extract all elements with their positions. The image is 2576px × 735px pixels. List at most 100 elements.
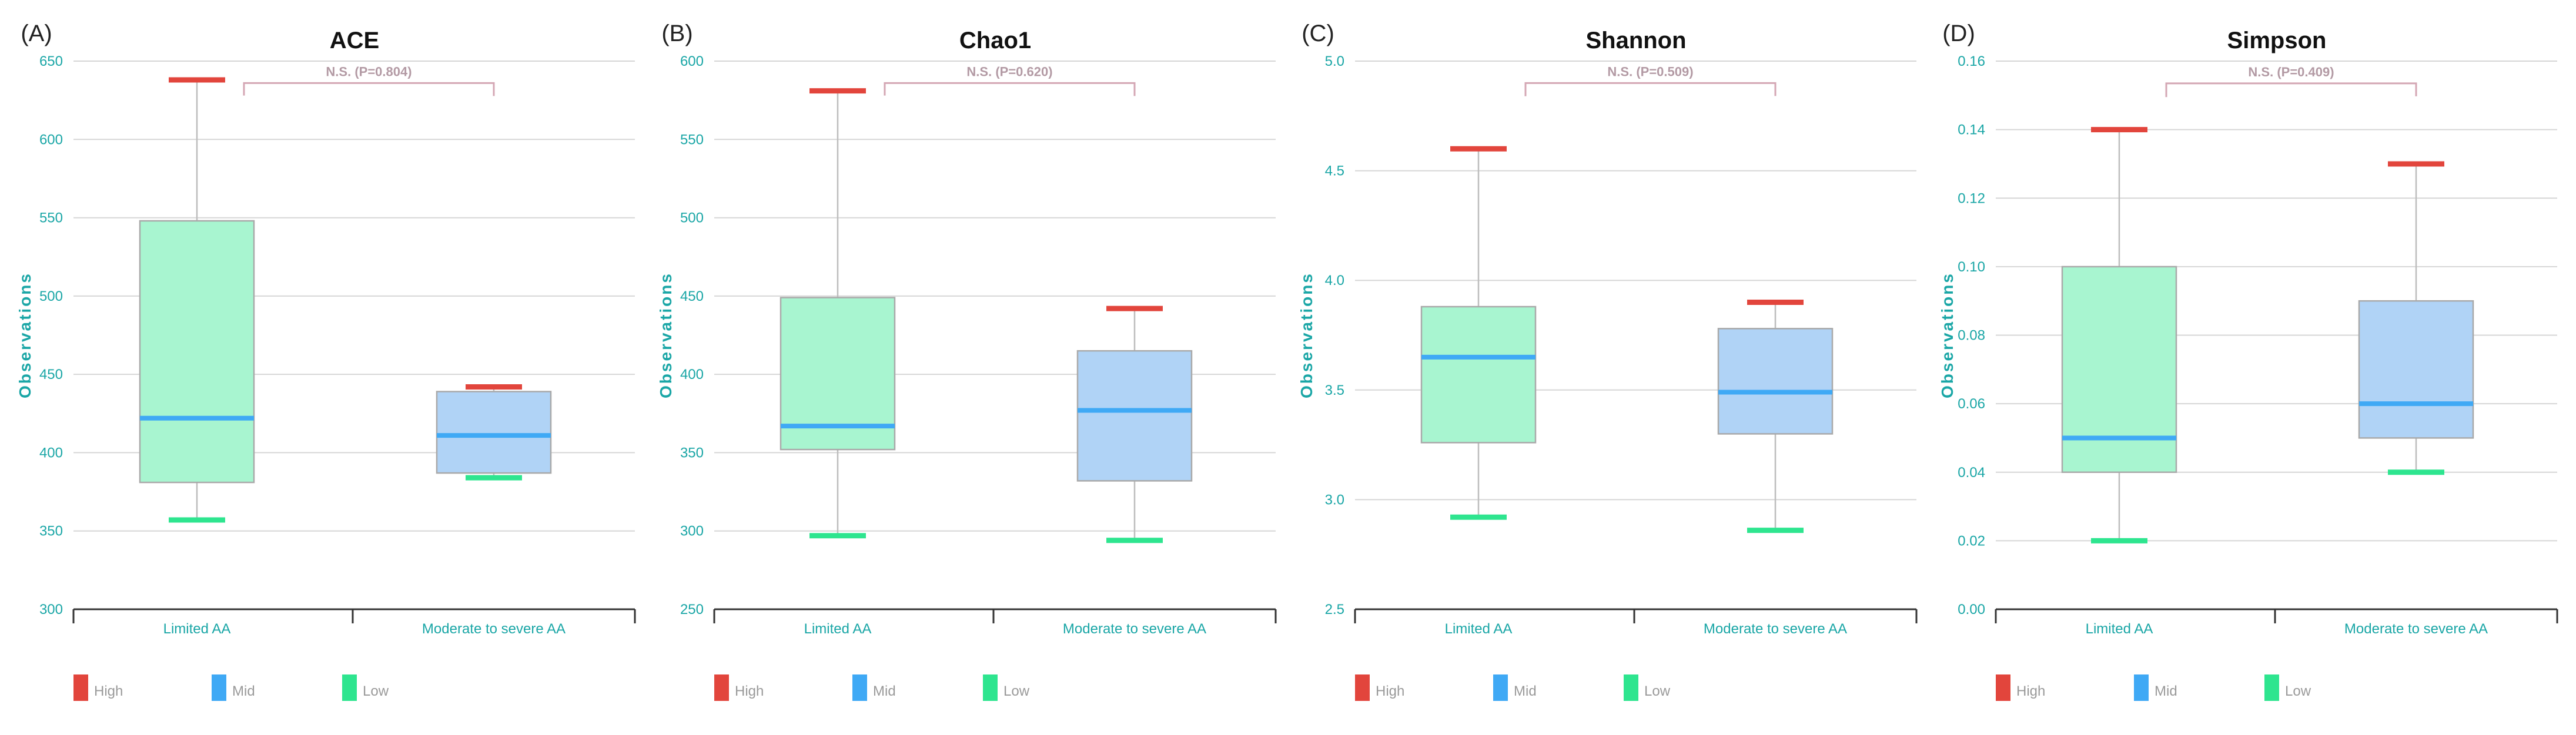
chart-title: ACE <box>330 28 379 53</box>
y-tick-label: 550 <box>680 132 704 147</box>
legend-swatch <box>1355 674 1370 701</box>
iqr-box <box>1420 306 1537 444</box>
legend-swatch <box>852 674 867 701</box>
significance-bracket <box>2165 82 2417 98</box>
legend-item-high: High <box>714 674 764 701</box>
box-2 <box>1076 306 1193 543</box>
y-tick-label: 4.0 <box>1325 273 1344 288</box>
panel-letter: (D) <box>1942 21 1975 46</box>
panel-letter: (B) <box>661 21 692 46</box>
y-tick-label: 300 <box>680 523 704 539</box>
legend-item-low: Low <box>2264 674 2311 701</box>
y-tick-label: 0.06 <box>1958 396 1985 412</box>
legend-item-low: Low <box>1624 674 1671 701</box>
y-tick-label: 350 <box>680 445 704 461</box>
chart-title: Simpson <box>2227 28 2327 53</box>
significance-bracket <box>1524 82 1777 96</box>
legend-swatch <box>1624 674 1638 701</box>
y-axis-label: Observations <box>657 272 675 398</box>
x-tick-label: Moderate to severe AA <box>1704 621 1847 637</box>
legend-item-mid: Mid <box>212 674 255 701</box>
y-tick-label: 0.12 <box>1958 190 1985 206</box>
panel-letter: (C) <box>1302 21 1334 46</box>
legend-item-mid: Mid <box>1493 674 1537 701</box>
legend-swatch <box>1996 674 2010 701</box>
legend-label: Mid <box>873 683 896 699</box>
significance-bracket <box>243 82 495 96</box>
x-tick-label: Limited AA <box>1445 621 1513 637</box>
y-axis-label: Observations <box>1938 272 1956 398</box>
x-tick-label: Limited AA <box>2086 621 2153 637</box>
box-2 <box>2358 161 2474 475</box>
y-tick-label: 400 <box>680 367 704 382</box>
legend-item-low: Low <box>342 674 389 701</box>
legend-label: Mid <box>1514 683 1537 699</box>
y-tick-label: 500 <box>680 210 704 226</box>
y-axis-label: Observations <box>1297 272 1316 398</box>
y-tick-label: 0.10 <box>1958 259 1985 275</box>
y-axis-label: Observations <box>16 272 34 398</box>
box-1 <box>139 77 255 523</box>
legend-label: Mid <box>2155 683 2177 699</box>
legend-label: Low <box>1003 683 1030 699</box>
legend-label: Mid <box>232 683 255 699</box>
y-tick-label: 4.5 <box>1325 163 1344 179</box>
y-tick-label: 0.04 <box>1958 465 1985 481</box>
y-tick-label: 600 <box>680 53 704 69</box>
chart-panel-1: (A) ACE 300 350 400 450 500 550 600 650 Observatio… <box>16 21 636 701</box>
legend-item-low: Low <box>983 674 1030 701</box>
significance-bracket <box>884 82 1136 96</box>
legend-label: High <box>94 683 123 699</box>
legend-item-high: High <box>73 674 123 701</box>
legend-item-high: High <box>1355 674 1404 701</box>
y-tick-label: 250 <box>680 602 704 617</box>
legend-swatch <box>212 674 226 701</box>
y-tick-label: 450 <box>680 288 704 304</box>
legend-swatch <box>983 674 998 701</box>
legend-label: Low <box>2285 683 2311 699</box>
y-tick-label: 400 <box>39 445 63 461</box>
x-tick-label: Moderate to severe AA <box>1063 621 1206 637</box>
y-tick-label: 350 <box>39 523 63 539</box>
y-tick-label: 3.5 <box>1325 382 1344 398</box>
chart-title: Chao1 <box>959 28 1031 53</box>
legend-label: Low <box>363 683 389 699</box>
iqr-box <box>139 220 255 484</box>
legend-swatch <box>73 674 88 701</box>
x-tick-label: Moderate to severe AA <box>422 621 566 637</box>
chart-panel-4: (D) Simpson 0.00 0.02 0.04 0.06 0.08 0.10 0.12 0.… <box>1938 21 2558 701</box>
legend-label: High <box>1376 683 1404 699</box>
legend-swatch <box>2264 674 2279 701</box>
box-1 <box>2061 127 2177 543</box>
y-tick-label: 5.0 <box>1325 53 1344 69</box>
y-tick-label: 600 <box>39 132 63 147</box>
y-tick-label: 500 <box>39 288 63 304</box>
legend-label: High <box>2016 683 2045 699</box>
chart-panel-3: (C) Shannon 2.5 3.0 3.5 4.0 4.5 5.0 Observations… <box>1297 21 1918 701</box>
y-tick-label: 650 <box>39 53 63 69</box>
y-tick-label: 0.08 <box>1958 328 1985 344</box>
legend-item-mid: Mid <box>852 674 896 701</box>
y-tick-label: 2.5 <box>1325 602 1344 617</box>
y-tick-label: 0.16 <box>1958 53 1985 69</box>
significance-label: N.S. (P=0.620) <box>966 64 1052 79</box>
legend-swatch <box>2134 674 2149 701</box>
panel-letter: (A) <box>21 21 52 46</box>
x-tick-label: Moderate to severe AA <box>2344 621 2488 637</box>
legend-label: Low <box>1644 683 1671 699</box>
box-2 <box>436 384 552 481</box>
legend-item-high: High <box>1996 674 2045 701</box>
box-1 <box>780 88 896 539</box>
y-tick-label: 0.02 <box>1958 533 1985 549</box>
iqr-box <box>2061 266 2177 473</box>
box-2 <box>1717 300 1834 533</box>
legend-item-mid: Mid <box>2134 674 2177 701</box>
significance-label: N.S. (P=0.509) <box>1607 64 1693 79</box>
y-tick-label: 300 <box>39 602 63 617</box>
chart-panel-2: (B) Chao1 250 300 350 400 450 500 550 600 Observat… <box>657 21 1277 701</box>
significance-label: N.S. (P=0.409) <box>2248 65 2334 79</box>
legend-swatch <box>1493 674 1508 701</box>
iqr-box <box>1717 328 1834 435</box>
iqr-box <box>436 391 552 474</box>
